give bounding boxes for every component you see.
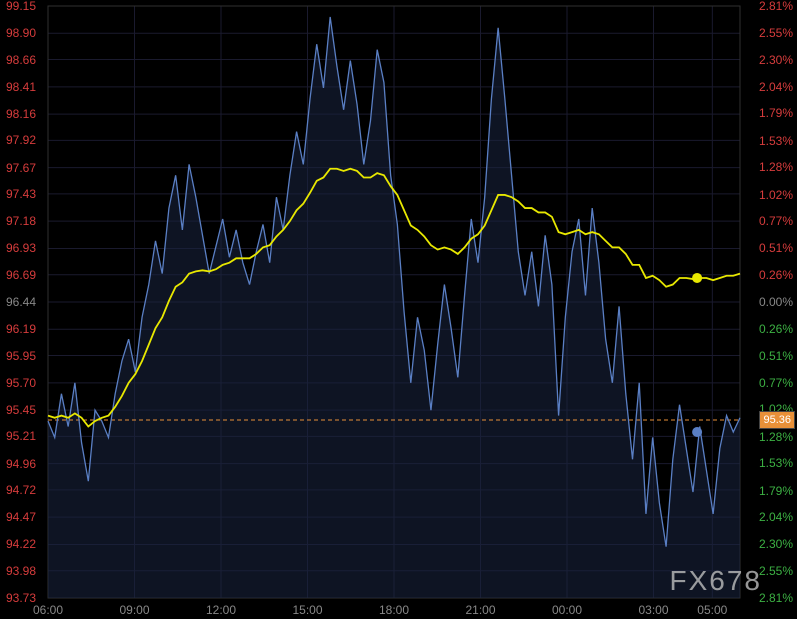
y-left-tick: 94.72 — [6, 483, 46, 497]
y-left-tick: 99.15 — [6, 0, 46, 13]
y-right-tick: 1.79% — [753, 484, 793, 498]
y-left-tick: 96.93 — [6, 241, 46, 255]
y-right-tick: 2.04% — [753, 80, 793, 94]
y-left-tick: 94.96 — [6, 457, 46, 471]
y-left-tick: 95.70 — [6, 376, 46, 390]
y-right-tick: 1.28% — [753, 160, 793, 174]
x-tick: 09:00 — [119, 603, 149, 617]
y-left-tick: 96.19 — [6, 322, 46, 336]
y-right-tick: 0.00% — [753, 295, 793, 309]
y-left-tick: 93.98 — [6, 564, 46, 578]
x-tick: 15:00 — [292, 603, 322, 617]
y-left-tick: 96.69 — [6, 268, 46, 282]
y-right-tick: 1.02% — [753, 188, 793, 202]
y-left-tick: 98.16 — [6, 107, 46, 121]
y-right-tick: 0.77% — [753, 376, 793, 390]
y-left-tick: 97.92 — [6, 133, 46, 147]
x-tick: 06:00 — [33, 603, 63, 617]
x-tick: 03:00 — [638, 603, 668, 617]
y-left-tick: 95.21 — [6, 429, 46, 443]
y-right-tick: 0.51% — [753, 349, 793, 363]
y-left-tick: 98.90 — [6, 26, 46, 40]
y-left-tick: 97.67 — [6, 161, 46, 175]
y-right-tick: 0.26% — [753, 322, 793, 336]
y-right-tick: 2.30% — [753, 53, 793, 67]
x-tick: 05:00 — [697, 603, 727, 617]
price-badge: 95.36 — [759, 411, 795, 429]
y-right-tick: 2.55% — [753, 26, 793, 40]
x-tick: 21:00 — [465, 603, 495, 617]
y-right-tick: 0.26% — [753, 268, 793, 282]
y-left-tick: 94.22 — [6, 537, 46, 551]
chart-container: 99.15 98.90 98.66 98.41 98.16 97.92 97.67 97.43… — [0, 0, 797, 619]
y-right-tick: 2.30% — [753, 537, 793, 551]
y-left-tick: 97.18 — [6, 214, 46, 228]
y-right-tick: 2.81% — [753, 0, 793, 13]
y-right-tick: 2.04% — [753, 510, 793, 524]
y-left-tick: 94.47 — [6, 510, 46, 524]
chart-svg — [0, 0, 797, 619]
watermark: FX678 — [670, 565, 763, 597]
x-tick: 12:00 — [206, 603, 236, 617]
y-left-tick: 95.95 — [6, 349, 46, 363]
y-left-tick: 95.45 — [6, 403, 46, 417]
y-right-tick: 1.53% — [753, 134, 793, 148]
x-tick: 18:00 — [379, 603, 409, 617]
y-left-tick: 98.41 — [6, 80, 46, 94]
y-right-tick: 0.51% — [753, 241, 793, 255]
y-left-tick: 97.43 — [6, 187, 46, 201]
x-tick: 00:00 — [552, 603, 582, 617]
y-right-tick: 1.79% — [753, 106, 793, 120]
y-left-tick: 96.44 — [6, 295, 46, 309]
y-right-tick: 1.53% — [753, 456, 793, 470]
y-left-tick: 98.66 — [6, 53, 46, 67]
y-right-tick: 0.77% — [753, 214, 793, 228]
y-right-tick: 1.28% — [753, 430, 793, 444]
